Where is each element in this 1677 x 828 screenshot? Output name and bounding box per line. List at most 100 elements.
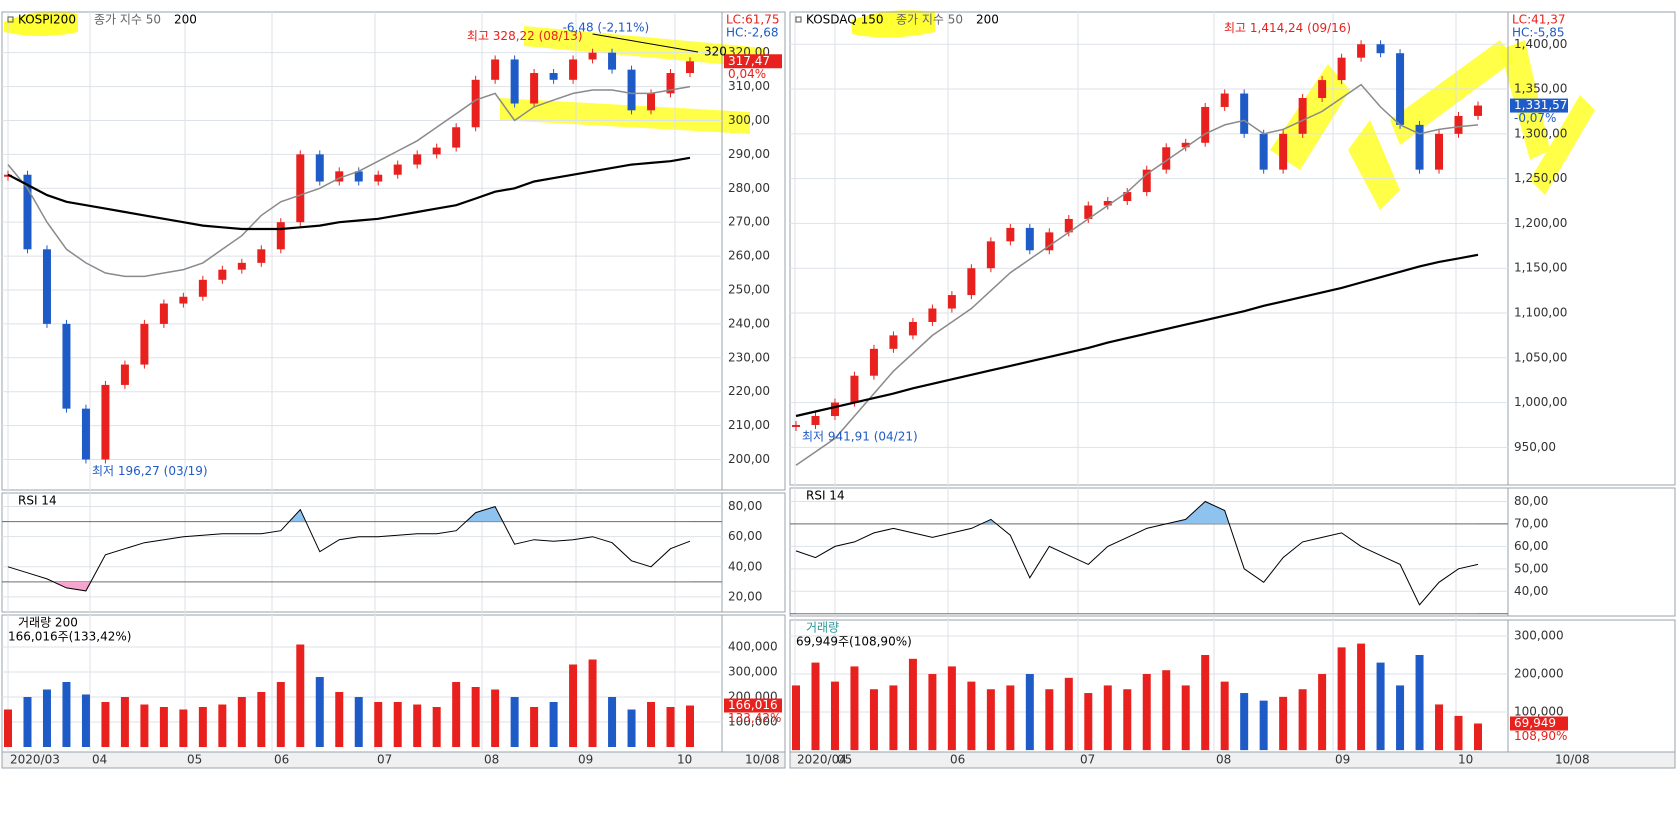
y-tick-label: 40,00 bbox=[728, 559, 762, 573]
last-price: 317,47 bbox=[728, 54, 770, 68]
y-tick-label: 1,150,00 bbox=[1514, 261, 1567, 275]
volume-bar bbox=[315, 677, 324, 747]
candle bbox=[792, 424, 800, 427]
candle bbox=[1454, 115, 1463, 134]
volume-bar bbox=[1435, 704, 1444, 751]
y-tick-label: 230,00 bbox=[728, 350, 770, 364]
volume-title: 거래량 bbox=[806, 621, 839, 635]
candle bbox=[1181, 142, 1190, 148]
volume-bar bbox=[1376, 662, 1385, 751]
y-tick-label: 50,00 bbox=[1514, 561, 1548, 575]
ma50-line bbox=[7, 85, 691, 278]
candle bbox=[1279, 133, 1288, 170]
candle bbox=[42, 249, 51, 324]
volume-bar bbox=[869, 689, 878, 751]
volume-bar bbox=[198, 707, 207, 747]
rsi-title: RSI 14 bbox=[18, 494, 57, 508]
volume-bar bbox=[296, 644, 305, 747]
last-price: 1,331,57 bbox=[1514, 98, 1567, 112]
candle bbox=[928, 308, 937, 322]
legend-ma: 종가 지수 50 bbox=[896, 13, 963, 27]
low-note: 최저 941,91 (04/21) bbox=[802, 429, 918, 443]
volume-bar bbox=[1357, 643, 1366, 751]
volume-bar bbox=[257, 692, 266, 747]
charts: 2020/03 04 05 06 07 08 09 10 10/08 200,00 210,00 22… bbox=[1, 11, 1676, 769]
y-tick-label: 1,400,00 bbox=[1514, 37, 1567, 51]
candle bbox=[530, 73, 539, 104]
volume-bar bbox=[588, 659, 597, 747]
highlight bbox=[1348, 120, 1400, 210]
volume-bar bbox=[81, 694, 90, 747]
candle bbox=[393, 164, 402, 175]
y-tick-label: 80,00 bbox=[1514, 494, 1548, 508]
symbol: KOSDAQ 150 bbox=[806, 13, 883, 27]
candle bbox=[1162, 147, 1171, 170]
y-tick-label: 100,000 bbox=[728, 715, 778, 729]
ma200-line bbox=[7, 156, 691, 231]
month-label: 05 bbox=[837, 753, 852, 767]
volume-bar bbox=[530, 707, 539, 747]
date-bar bbox=[789, 751, 1676, 769]
candle bbox=[850, 375, 859, 403]
candle bbox=[179, 296, 188, 304]
volume-bar bbox=[1259, 700, 1268, 751]
volume-last: 69,949 bbox=[1514, 716, 1556, 730]
legend-box bbox=[795, 16, 802, 23]
volume-bar bbox=[608, 697, 617, 747]
candle bbox=[296, 154, 305, 223]
highlight bbox=[524, 26, 765, 68]
candle bbox=[159, 303, 168, 324]
ma200-line bbox=[795, 253, 1479, 418]
legend-ma2: 200 bbox=[174, 13, 197, 27]
y-tick-label: 1,200,00 bbox=[1514, 216, 1567, 230]
candle bbox=[588, 52, 597, 60]
lc-label: LC:61,75 bbox=[726, 13, 779, 27]
month-label: 06 bbox=[950, 753, 965, 767]
candle bbox=[471, 79, 480, 128]
candle bbox=[354, 171, 363, 182]
month-label: 2020/03 bbox=[10, 753, 60, 767]
candle bbox=[276, 222, 285, 250]
highlight bbox=[4, 11, 78, 37]
candle bbox=[627, 69, 636, 111]
month-label: 04 bbox=[92, 753, 107, 767]
y-tick-label: 300,00 bbox=[728, 113, 770, 127]
candle bbox=[1123, 192, 1132, 202]
y-tick-label: 60,00 bbox=[728, 529, 762, 543]
volume-bar bbox=[1025, 674, 1034, 751]
price-tag bbox=[724, 54, 782, 69]
trend-note: 320 bbox=[704, 45, 727, 59]
volume-bar bbox=[1064, 677, 1073, 751]
candle bbox=[432, 147, 441, 155]
candle bbox=[1142, 169, 1151, 193]
volume-bar bbox=[23, 697, 32, 747]
y-tick-label: 300,000 bbox=[1514, 628, 1564, 642]
trend-line bbox=[592, 33, 699, 53]
month-label: 10 bbox=[1458, 753, 1473, 767]
candle bbox=[869, 348, 878, 376]
candle bbox=[1357, 44, 1366, 58]
candle bbox=[120, 364, 129, 385]
rsi-line bbox=[795, 500, 1479, 606]
rsi-title: RSI 14 bbox=[806, 489, 845, 503]
volume-bar bbox=[62, 682, 71, 747]
candle bbox=[413, 154, 422, 165]
y-tick-label: 70,00 bbox=[1514, 516, 1548, 530]
y-tick-label: 200,000 bbox=[1514, 667, 1564, 681]
volume-ratio: 133,42% bbox=[728, 711, 781, 725]
volume-bar bbox=[4, 709, 12, 747]
candle bbox=[1396, 53, 1405, 125]
y-tick-label: 1,300,00 bbox=[1514, 126, 1567, 140]
y-tick-label: 100,000 bbox=[1514, 705, 1564, 719]
volume-bar bbox=[140, 704, 149, 747]
volume-bar bbox=[413, 704, 422, 747]
volume-bar bbox=[1454, 715, 1463, 751]
volume-bar bbox=[1220, 681, 1229, 751]
volume-bar bbox=[1396, 685, 1405, 751]
volume-bar bbox=[908, 658, 917, 751]
volume-bar bbox=[947, 666, 956, 751]
candle bbox=[1415, 124, 1424, 170]
volume-bar bbox=[471, 687, 480, 747]
candle bbox=[986, 241, 995, 269]
